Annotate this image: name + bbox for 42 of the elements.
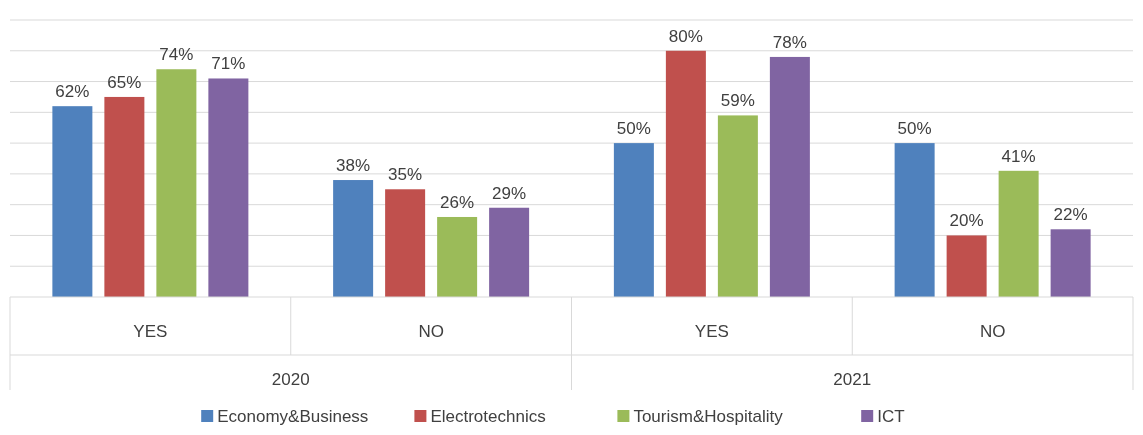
x-tick-label: NO [418,322,444,341]
data-label: 35% [388,165,423,185]
x-tick-label: YES [133,322,168,341]
data-label: 80% [668,26,703,46]
data-label: 41% [1001,146,1036,166]
data-label: 29% [492,183,527,203]
bar [208,78,249,297]
data-label: 62% [55,82,90,102]
x-tick-label: NO [979,322,1006,341]
legend-label: Tourism&Hospitality [633,407,784,426]
bar [998,170,1039,297]
data-label: 74% [159,45,194,65]
bar [385,189,426,297]
bar [613,143,654,297]
bar [104,96,145,297]
bar [52,106,93,297]
bar [156,69,197,297]
bar [1050,229,1091,297]
data-label: 78% [772,32,807,52]
legend-label: Electrotechnics [430,407,546,426]
x-tick-label: YES [694,322,729,341]
bar [665,50,706,297]
bar [489,207,530,297]
bar [946,235,987,297]
data-label: 38% [336,156,371,176]
data-label: 26% [440,192,475,212]
bar [894,143,935,297]
data-label: 65% [107,72,142,92]
text: 2021 [833,370,872,389]
data-label: 71% [211,54,246,74]
bar [717,115,758,297]
bar [437,216,478,297]
text: 2020 [271,370,310,389]
data-label: 22% [1053,205,1088,225]
data-label: 20% [949,211,984,231]
data-label: 50% [616,119,651,139]
bar [769,56,810,297]
bar [333,180,374,297]
legend-label: Economy&Business [217,407,369,426]
legend-label: ICT [877,407,905,426]
data-label: 50% [897,119,932,139]
data-label: 59% [720,91,755,111]
